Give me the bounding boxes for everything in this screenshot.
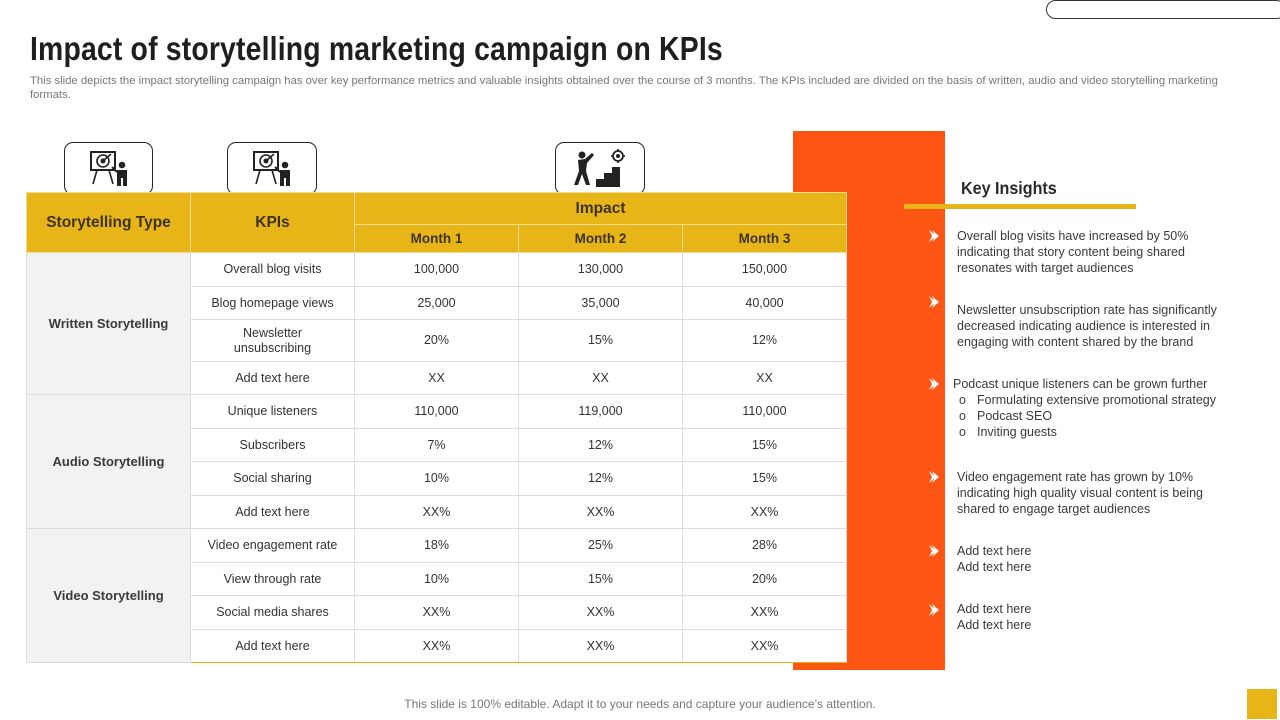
insight-text: Add text here Add text here (957, 544, 1032, 574)
value-cell: 15% (681, 428, 848, 462)
table-row: Newsletter unsubscribing 20% 15% 12% (27, 319, 848, 362)
value-cell: 100,000 (354, 252, 519, 287)
value-cell: 7% (354, 428, 519, 462)
footer-note: This slide is 100% editable. Adapt it to… (404, 697, 876, 711)
value-cell: 15% (518, 562, 683, 596)
chevron-right-icon (926, 377, 942, 391)
group-label: Audio Storytelling (26, 394, 191, 529)
value-cell: XX% (354, 495, 519, 529)
presentation-target-icon (89, 150, 127, 186)
value-cell: 110,000 (681, 394, 848, 429)
value-cell: 150,000 (681, 252, 848, 287)
value-cell: XX% (518, 495, 683, 529)
table-row: Add text here XX% XX% XX% (27, 629, 848, 663)
table-row: View through rate 10% 15% 20% (27, 562, 848, 596)
chevron-right-icon (926, 229, 942, 243)
table-row: Audio Storytelling Unique listeners 110,… (26, 394, 848, 529)
header-month: Month 1 (354, 224, 519, 253)
group-label: Video Storytelling (26, 528, 191, 663)
value-cell: 130,000 (518, 252, 683, 287)
chevron-right-icon (926, 544, 942, 558)
table-row: Social media shares XX% XX% XX% (27, 595, 848, 630)
kpi-cell: Social media shares (190, 595, 355, 630)
value-cell: XX% (518, 629, 683, 663)
kpi-cell: Blog homepage views (190, 286, 355, 320)
value-cell: 20% (354, 319, 519, 362)
growth-stairs-icon (574, 148, 625, 187)
insight-text: Newsletter unsubscription rate has signi… (957, 303, 1217, 349)
insight-text: Podcast unique listeners can be grown fu… (953, 377, 1208, 391)
value-cell: XX% (681, 629, 848, 663)
top-decorative-pill (1046, 0, 1280, 19)
value-cell: 15% (518, 319, 683, 362)
insight-block: Podcast unique listeners can be grown fu… (953, 376, 1238, 440)
table-row: Video Storytelling Video engagement rate… (26, 528, 848, 663)
value-cell: XX% (681, 595, 848, 630)
chevron-right-icon (926, 470, 942, 484)
value-cell: 15% (681, 461, 848, 496)
corner-accent-square (1247, 689, 1277, 719)
slide-subtitle: This slide depicts the impact storytelli… (30, 75, 1218, 101)
key-insights-underline (904, 204, 1136, 209)
insight-sublist: Formulating extensive promotional strate… (957, 392, 1238, 440)
value-cell: XX% (681, 495, 848, 529)
value-cell: 35,000 (518, 286, 683, 320)
table-row: Blog homepage views 25,000 35,000 40,000 (27, 286, 848, 320)
value-cell: 28% (681, 528, 848, 563)
insight-text: Add text here Add text here (957, 602, 1032, 632)
kpi-table: Storytelling Type KPIs Impact Month 1 Mo… (26, 192, 848, 663)
insight-text: Overall blog visits have increased by 50… (957, 229, 1189, 275)
table-row: Written Storytelling Overall blog visits… (26, 252, 848, 395)
table-row: Add text here XX XX XX (27, 361, 848, 395)
value-cell: XX (354, 361, 519, 395)
kpi-cell: Video engagement rate (190, 528, 355, 563)
header-storytelling-type: Storytelling Type (26, 192, 191, 253)
value-cell: XX% (518, 595, 683, 630)
kpi-cell: View through rate (190, 562, 355, 596)
insight-subitem: Podcast SEO (957, 408, 1238, 424)
kpi-cell: Newsletter unsubscribing (190, 319, 355, 362)
growth-stairs-icon-box (555, 142, 645, 195)
value-cell: 20% (681, 562, 848, 596)
kpi-cell: Overall blog visits (190, 252, 355, 287)
value-cell: XX (518, 361, 683, 395)
kpi-cell: Unique listeners (190, 394, 355, 429)
group-label: Written Storytelling (26, 252, 191, 395)
value-cell: 25% (518, 528, 683, 563)
kpi-cell: Add text here (190, 495, 355, 529)
value-cell: 12% (518, 461, 683, 496)
value-cell: XX (681, 361, 848, 395)
chevron-right-icon (926, 295, 942, 309)
value-cell: XX% (354, 629, 519, 663)
value-cell: XX% (354, 595, 519, 630)
presentation-target-icon-box (227, 142, 317, 195)
presentation-target-icon-box (64, 142, 153, 195)
value-cell: 12% (681, 319, 848, 362)
value-cell: 25,000 (354, 286, 519, 320)
presentation-target-icon (253, 150, 290, 186)
insight-text: Video engagement rate has grown by 10% i… (957, 470, 1203, 516)
chevron-right-icon (926, 603, 942, 617)
slide-title: Impact of storytelling marketing campaig… (30, 30, 723, 67)
kpi-cell: Social sharing (190, 461, 355, 496)
key-insights-title: Key Insights (961, 178, 1057, 198)
value-cell: 10% (354, 562, 519, 596)
header-impact: Impact (353, 192, 848, 225)
insight-subitem: Formulating extensive promotional strate… (957, 392, 1238, 408)
header-kpis: KPIs (190, 192, 355, 253)
value-cell: 40,000 (681, 286, 848, 320)
kpi-cell: Add text here (190, 361, 355, 395)
kpi-cell: Subscribers (190, 428, 355, 462)
value-cell: 10% (354, 461, 519, 496)
value-cell: 18% (354, 528, 519, 563)
value-cell: 119,000 (518, 394, 683, 429)
value-cell: 12% (518, 428, 683, 462)
value-cell: 110,000 (354, 394, 519, 429)
header-month: Month 2 (518, 224, 683, 253)
insight-subitem: Inviting guests (957, 424, 1238, 440)
header-month: Month 3 (681, 224, 848, 253)
kpi-cell: Add text here (190, 629, 355, 663)
